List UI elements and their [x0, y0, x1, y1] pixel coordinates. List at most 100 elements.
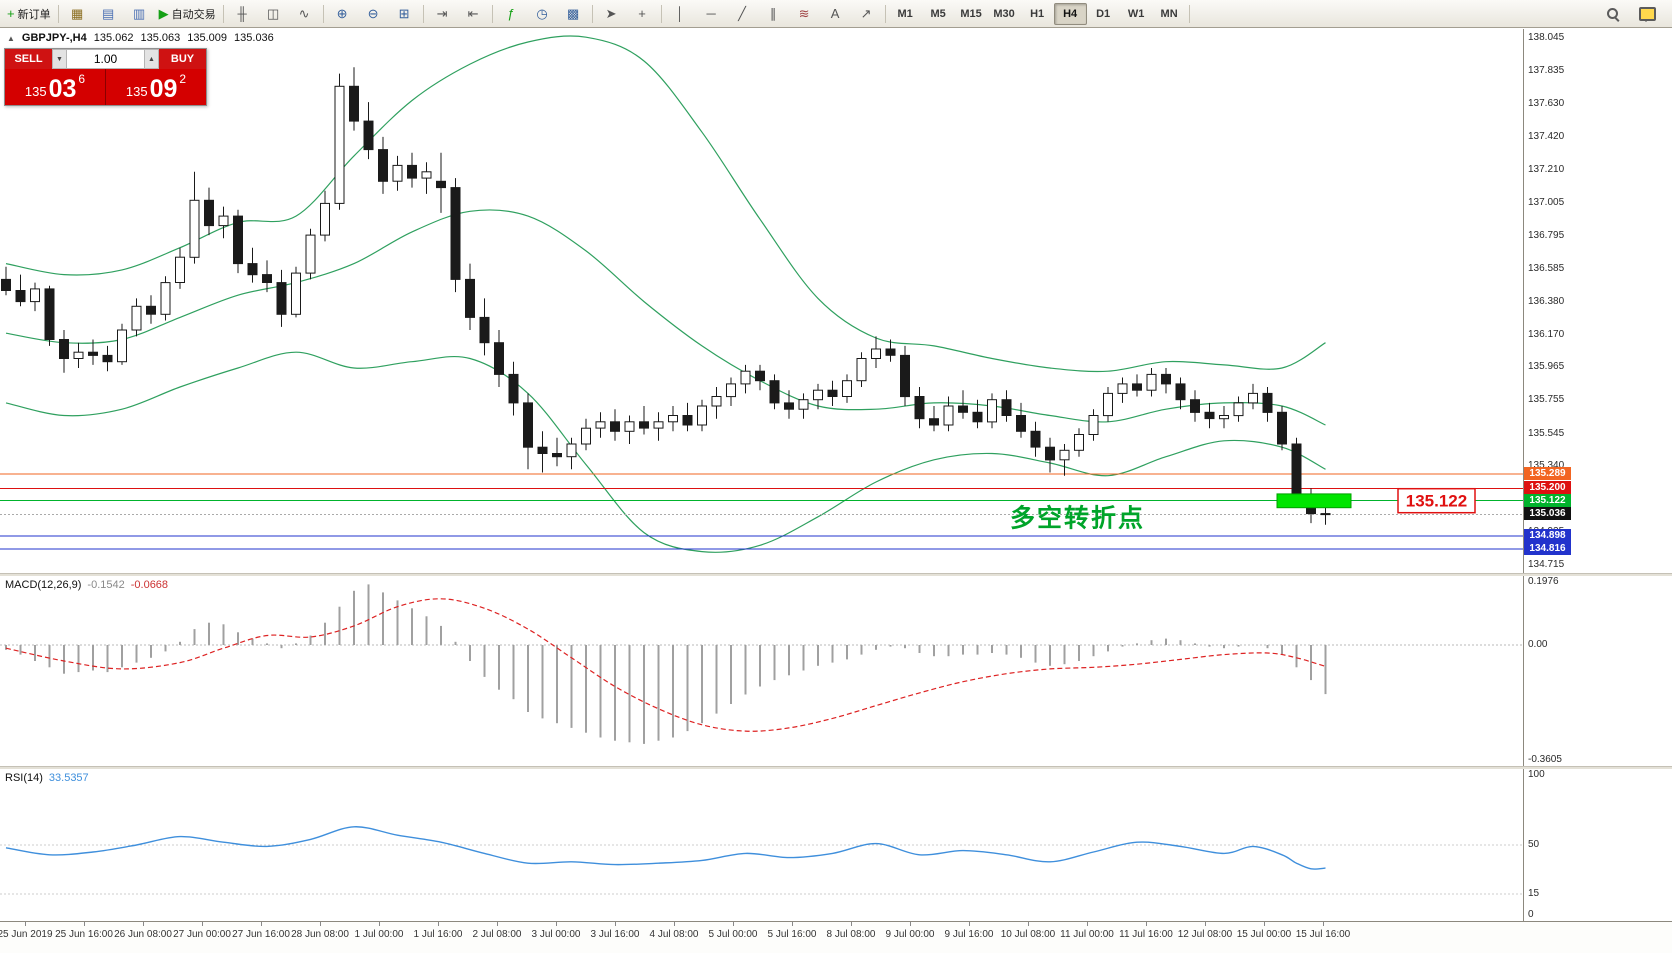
price-scale-tick: 137.005: [1528, 197, 1565, 208]
time-axis-label: 15 Jul 16:00: [1295, 929, 1351, 940]
candle-bear: [508, 373, 519, 404]
sell-button[interactable]: SELL: [5, 49, 52, 69]
macd-label: MACD(12,26,9): [5, 579, 82, 591]
candle-bear: [1277, 411, 1287, 445]
time-axis[interactable]: 25 Jun 2019 25 Jun 16:00 26 Jun 08:00 27 Ju…: [0, 921, 1672, 953]
candle-bear: [610, 421, 620, 432]
time-axis-label: 2 Jul 08:00: [472, 929, 522, 940]
timeframe-d1-button[interactable]: D1: [1096, 7, 1111, 20]
turning-point-annotation[interactable]: 多空转折点: [1010, 503, 1145, 532]
chart-window-icon: ▲: [7, 33, 15, 43]
community-chat-button[interactable]: [1632, 2, 1663, 26]
rsi-scale-tick: 100: [1528, 769, 1545, 780]
zoom-in-button[interactable]: ⊕: [327, 2, 358, 26]
new-order-button[interactable]: + 新订单: [3, 2, 55, 26]
timeframe-mn-button[interactable]: MN: [1160, 7, 1178, 20]
auto-scroll-button[interactable]: ⇥: [427, 2, 458, 26]
zoom-out-button[interactable]: ⊖: [358, 2, 389, 26]
candle-bear: [378, 149, 388, 182]
time-axis-tick: [1028, 922, 1029, 926]
line-chart-type-icon: ∿: [298, 6, 310, 21]
timeframe-w1-button[interactable]: W1: [1127, 7, 1145, 20]
rsi-scale-tick: 0: [1528, 909, 1534, 920]
candle-bear: [769, 380, 780, 404]
volume-decrease-button[interactable]: ▼: [52, 49, 67, 69]
highlight-rectangle[interactable]: [1276, 493, 1352, 509]
periods-button[interactable]: ◷: [527, 2, 558, 26]
timeframe-h4-button[interactable]: H4: [1053, 2, 1087, 25]
toolbar-separator: [591, 4, 593, 23]
time-axis-tick: [556, 922, 557, 926]
candle-bull: [1233, 402, 1244, 417]
time-axis-label: 15 Jul 00:00: [1236, 929, 1292, 940]
rsi-panel-divider[interactable]: [0, 766, 1672, 769]
timeframe-m5-button[interactable]: M5: [930, 7, 946, 20]
bid-pips: 03: [48, 75, 77, 103]
horizontal-line-button[interactable]: ─: [696, 2, 727, 26]
toolbar-separator: [57, 4, 59, 23]
macd-panel-divider[interactable]: [0, 573, 1672, 576]
profiles-button[interactable]: ▤: [93, 2, 124, 26]
zoom-out-icon: ⊖: [367, 6, 379, 21]
bollinger-lower-line[interactable]: [5, 351, 1326, 553]
autotrading-button[interactable]: ▶ 自动交易: [155, 2, 220, 26]
ask-price-button[interactable]: 135 09 2: [106, 69, 206, 105]
timeframe-m30-button[interactable]: M30: [993, 7, 1015, 20]
price-scale-tick: 135.965: [1528, 361, 1565, 372]
timeframe-h1-button[interactable]: H1: [1030, 7, 1045, 20]
indicators-list-button[interactable]: ƒ: [496, 2, 527, 26]
time-axis-tick: [733, 922, 734, 926]
price-scale-tick: 136.795: [1528, 230, 1565, 241]
bid-price-button[interactable]: 135 03 6: [5, 69, 105, 105]
candle-bear: [1001, 399, 1012, 417]
templates-button[interactable]: ▩: [558, 2, 589, 26]
text-label-button[interactable]: A: [820, 2, 851, 26]
arrows-button[interactable]: ↗: [851, 2, 882, 26]
candle-bull: [566, 443, 577, 458]
chart-window-button[interactable]: ▦: [62, 2, 93, 26]
candle-bull: [1117, 383, 1128, 394]
candle-bear: [682, 415, 693, 426]
candle-bear: [1161, 373, 1171, 385]
timeframe-m1-button[interactable]: M1: [897, 7, 913, 20]
search-button[interactable]: [1597, 2, 1628, 26]
cursor-button[interactable]: ➤: [596, 2, 627, 26]
main-toolbar: + 新订单 ▦ ▤ ▥ ▶ 自动交易 ╫ ◫ ∿ ⊕ ⊖ ⊞ ⇥ ⇤ ƒ ◷ ▩ ➤ + │ ─ ╱ ∥ ≋ A ↗ M1 M5 M15 M…: [0, 0, 1672, 28]
candles-chart-type-button[interactable]: ◫: [258, 2, 289, 26]
time-axis-tick: [1205, 922, 1206, 926]
price-callout-box[interactable]: [1397, 487, 1476, 514]
time-axis-tick: [910, 922, 911, 926]
fibonacci-retracement-button[interactable]: ≋: [789, 2, 820, 26]
price-tag-135.289: 135.289: [1524, 467, 1571, 480]
time-axis-label: 9 Jul 16:00: [944, 929, 994, 940]
time-axis-tick: [84, 922, 85, 926]
candle-bull: [73, 351, 84, 360]
tile-windows-button[interactable]: ⊞: [389, 2, 420, 26]
timeframe-m15-button[interactable]: M15: [960, 7, 982, 20]
rsi-label: RSI(14): [5, 772, 43, 784]
line-chart-type-button[interactable]: ∿: [289, 2, 320, 26]
bars-chart-type-button[interactable]: ╫: [227, 2, 258, 26]
vertical-line-button[interactable]: │: [665, 2, 696, 26]
candle-bull: [697, 405, 707, 426]
text-label-icon: A: [830, 6, 840, 21]
candle-bull: [871, 348, 881, 359]
time-axis-tick: [1323, 922, 1324, 926]
candle-bear: [204, 199, 214, 227]
chart-shift-button[interactable]: ⇤: [458, 2, 489, 26]
buy-button[interactable]: BUY: [159, 49, 206, 69]
macd-main-value: -0.1542: [87, 579, 125, 591]
price-scale-tick: 134.715: [1528, 559, 1565, 570]
volume-input[interactable]: [67, 49, 144, 69]
equidistant-channel-icon: ∥: [769, 6, 777, 21]
volume-increase-button[interactable]: ▲: [144, 49, 159, 69]
data-window-button[interactable]: ▥: [124, 2, 155, 26]
crosshair-button[interactable]: +: [627, 2, 658, 26]
bollinger-middle-line[interactable]: [5, 209, 1326, 426]
candle-bull: [305, 234, 316, 274]
equidistant-channel-button[interactable]: ∥: [758, 2, 789, 26]
candle-bull: [624, 421, 635, 432]
trendline-button[interactable]: ╱: [727, 2, 758, 26]
candle-bull: [117, 329, 127, 363]
